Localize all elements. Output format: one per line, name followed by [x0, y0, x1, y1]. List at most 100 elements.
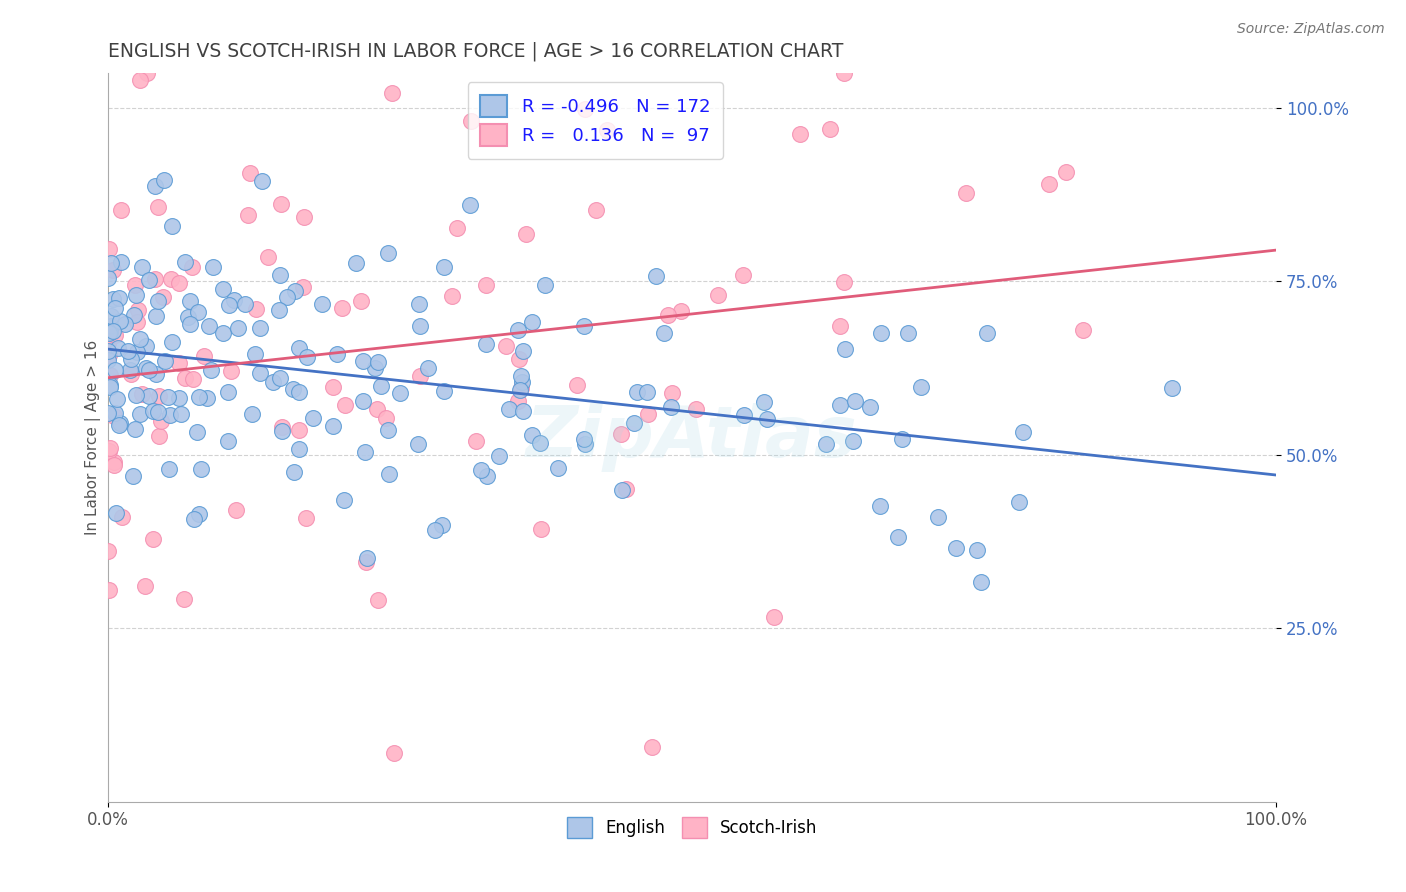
Point: [295, 510, 318, 524]
Point: [97, 336, 120, 351]
Point: [614, 482, 637, 496]
Point: [408, 296, 430, 310]
Point: [128, 407, 150, 421]
Point: [475, 336, 498, 351]
Point: [193, 350, 215, 364]
Point: [572, 432, 595, 446]
Point: [869, 499, 891, 513]
Point: [380, 86, 402, 100]
Point: [179, 293, 201, 308]
Point: [269, 268, 291, 282]
Point: [120, 352, 142, 367]
Point: [891, 432, 914, 446]
Point: [167, 356, 190, 370]
Point: [108, 418, 131, 433]
Point: [174, 254, 197, 268]
Point: [245, 302, 267, 317]
Point: [752, 395, 775, 409]
Point: [125, 315, 148, 329]
Point: [326, 346, 349, 360]
Point: [271, 425, 294, 439]
Point: [105, 506, 128, 520]
Point: [97, 326, 120, 341]
Point: [350, 293, 373, 308]
Point: [333, 398, 356, 412]
Point: [1008, 495, 1031, 509]
Point: [288, 341, 311, 355]
Point: [585, 202, 607, 217]
Text: ZipAtlas: ZipAtlas: [526, 403, 858, 472]
Point: [533, 277, 555, 292]
Point: [370, 379, 392, 393]
Point: [98, 368, 121, 382]
Point: [267, 303, 290, 318]
Point: [955, 186, 977, 200]
Point: [509, 383, 531, 397]
Point: [97, 406, 120, 420]
Point: [887, 530, 910, 544]
Point: [173, 592, 195, 607]
Point: [145, 309, 167, 323]
Point: [910, 380, 932, 394]
Point: [111, 510, 134, 524]
Point: [104, 328, 127, 343]
Point: [844, 394, 866, 409]
Point: [354, 444, 377, 458]
Point: [143, 272, 166, 286]
Point: [378, 467, 401, 481]
Point: [187, 507, 209, 521]
Point: [509, 381, 531, 395]
Point: [506, 393, 529, 408]
Point: [103, 409, 125, 423]
Point: [669, 304, 692, 318]
Point: [814, 437, 837, 451]
Point: [366, 402, 388, 417]
Point: [131, 387, 153, 401]
Point: [97, 544, 120, 558]
Point: [789, 127, 811, 141]
Point: [281, 383, 304, 397]
Point: [685, 401, 707, 416]
Point: [150, 413, 173, 427]
Point: [160, 219, 183, 233]
Point: [897, 326, 920, 340]
Point: [596, 122, 619, 136]
Point: [224, 293, 246, 307]
Point: [637, 408, 659, 422]
Point: [291, 280, 314, 294]
Point: [271, 420, 294, 434]
Point: [110, 254, 132, 268]
Point: [733, 409, 755, 423]
Point: [118, 363, 141, 377]
Point: [287, 384, 309, 399]
Point: [97, 242, 120, 256]
Point: [284, 284, 307, 298]
Point: [636, 384, 658, 399]
Point: [330, 301, 353, 315]
Point: [818, 122, 841, 136]
Point: [179, 318, 201, 332]
Point: [217, 434, 239, 448]
Legend: English, Scotch-Irish: English, Scotch-Irish: [560, 811, 824, 844]
Point: [187, 390, 209, 404]
Point: [756, 411, 779, 425]
Point: [610, 483, 633, 497]
Point: [488, 449, 510, 463]
Point: [211, 326, 233, 340]
Point: [108, 314, 131, 328]
Point: [292, 210, 315, 224]
Point: [295, 350, 318, 364]
Point: [236, 208, 259, 222]
Point: [276, 290, 298, 304]
Point: [245, 346, 267, 360]
Point: [159, 272, 181, 286]
Point: [249, 321, 271, 335]
Point: [108, 417, 131, 431]
Point: [446, 221, 468, 235]
Point: [367, 593, 389, 607]
Point: [120, 367, 142, 381]
Point: [1038, 177, 1060, 191]
Point: [143, 179, 166, 194]
Point: [512, 375, 534, 389]
Point: [104, 362, 127, 376]
